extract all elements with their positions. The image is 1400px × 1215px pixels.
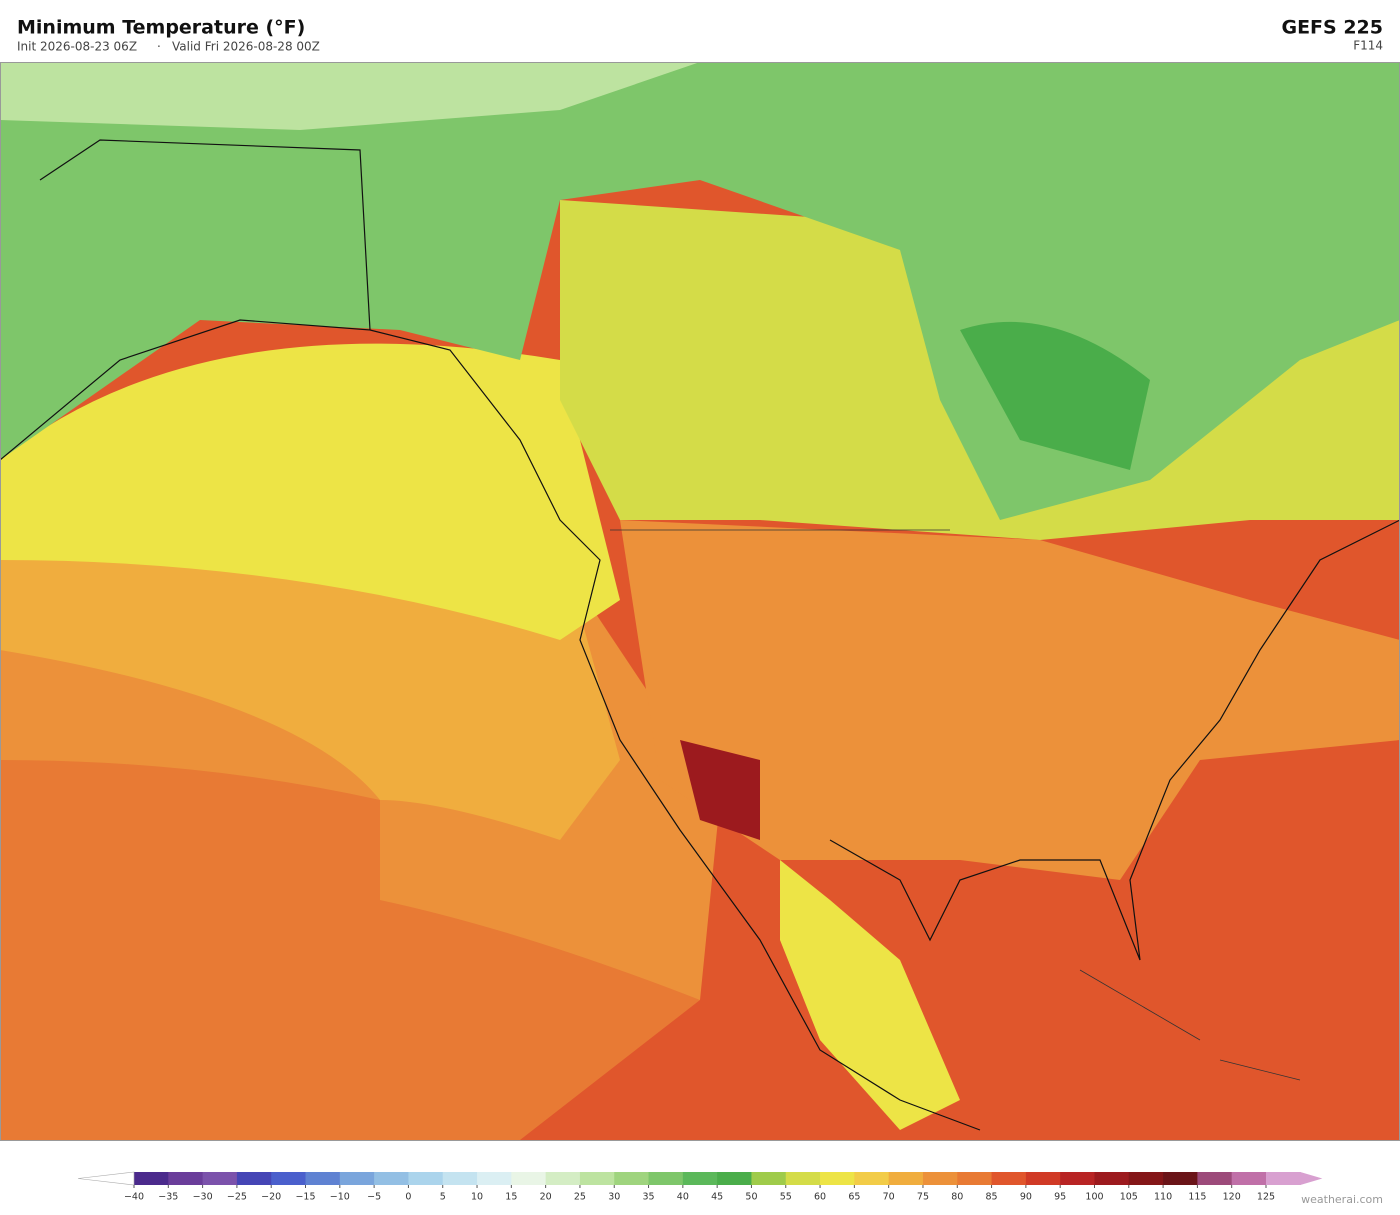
- map-field: [0, 62, 700, 130]
- colorbar-swatch: [1231, 1172, 1267, 1185]
- colorbar-tick-label: 25: [574, 1192, 586, 1203]
- map: [0, 62, 1400, 1141]
- map-field: [620, 520, 1400, 880]
- colorbar-swatch: [477, 1172, 512, 1185]
- colorbar-tick-label: 60: [814, 1192, 826, 1203]
- colorbar-tick-label: −35: [158, 1192, 178, 1203]
- forecast-hour: F114: [1353, 39, 1383, 53]
- colorbar-tick-label: 5: [440, 1192, 446, 1203]
- colorbar-tick-label: 15: [505, 1192, 517, 1203]
- colorbar-tick-label: 30: [608, 1192, 620, 1203]
- colorbar-tick-label: −40: [124, 1192, 144, 1203]
- colorbar-tick-label: −25: [227, 1192, 247, 1203]
- colorbar-swatch: [374, 1172, 409, 1185]
- border: [610, 529, 1301, 1081]
- colorbar-tick-label: −15: [295, 1192, 315, 1203]
- colorbar-tick-label: 35: [642, 1192, 654, 1203]
- colorbar-tick-label: 65: [848, 1192, 860, 1203]
- colorbar-tick-label: 0: [405, 1192, 411, 1203]
- colorbar-extend-low: [77, 1171, 135, 1186]
- colorbar-swatch: [408, 1172, 444, 1185]
- colorbar-swatch: [1094, 1172, 1130, 1185]
- map-field: [780, 860, 960, 1130]
- colorbar-tick-label: −10: [330, 1192, 350, 1203]
- colorbar-swatch: [511, 1172, 547, 1185]
- watermark: weatherai.com: [1301, 1193, 1383, 1206]
- colorbar-swatch: [854, 1172, 890, 1185]
- colorbar-swatch: [717, 1172, 752, 1185]
- colorbar-tick-label: 90: [1020, 1192, 1032, 1203]
- valid-time: Valid Fri 2026-08-28 00Z: [172, 40, 320, 54]
- colorbar-extend-high: [1300, 1172, 1323, 1185]
- colorbar-tick-label: 115: [1188, 1192, 1206, 1203]
- colorbar-swatch: [134, 1172, 169, 1185]
- colorbar-swatch: [922, 1172, 958, 1185]
- colorbar-swatch: [1197, 1172, 1233, 1185]
- colorbar-swatch: [991, 1172, 1027, 1185]
- colorbar-swatch: [1266, 1172, 1301, 1185]
- init-time: Init 2026-08-23 06Z: [17, 40, 137, 54]
- colorbar-tick-label: −30: [193, 1192, 213, 1203]
- colorbar-tick-label: 85: [986, 1192, 998, 1203]
- colorbar-tick-label: 120: [1223, 1192, 1241, 1203]
- colorbar-swatch: [1128, 1172, 1164, 1185]
- colorbar-tick-label: 50: [745, 1192, 757, 1203]
- colorbar-swatch: [785, 1172, 821, 1185]
- colorbar-tick-label: 70: [883, 1192, 895, 1203]
- colorbar-tick-label: 110: [1154, 1192, 1172, 1203]
- coastline: [0, 139, 1400, 1131]
- colorbar-swatch: [1163, 1172, 1198, 1185]
- colorbar-swatch: [648, 1172, 684, 1185]
- model: GEFS 225: [1281, 17, 1383, 39]
- colorbar-swatch: [614, 1172, 650, 1185]
- colorbar: −40 −35 −30 −25 −20 −15 −10 −5 0 5 10 15 20 25 30 35 40 4…: [77, 1171, 1323, 1203]
- colorbar-tick-label: 75: [917, 1192, 929, 1203]
- colorbar-tick-label: 40: [677, 1192, 689, 1203]
- map-field: [0, 343, 620, 640]
- colorbar-swatch: [1060, 1172, 1095, 1185]
- colorbar-swatch: [442, 1172, 478, 1185]
- colorbar-swatch: [957, 1172, 993, 1185]
- colorbar-tick-label: 125: [1257, 1192, 1275, 1203]
- colorbar-tick-label: 80: [951, 1192, 963, 1203]
- colorbar-tick-label: 20: [540, 1192, 552, 1203]
- colorbar-tick-label: −5: [367, 1192, 381, 1203]
- colorbar-swatch: [820, 1172, 855, 1185]
- map-field: [680, 740, 760, 840]
- colorbar-swatch: [202, 1172, 238, 1185]
- colorbar-tick-label: 10: [471, 1192, 483, 1203]
- colorbar-tick-label: 55: [780, 1192, 792, 1203]
- title: Minimum Temperature (°F): [17, 17, 305, 39]
- colorbar-swatch: [305, 1172, 341, 1185]
- colorbar-swatch: [888, 1172, 924, 1185]
- separator: ·: [157, 40, 161, 54]
- colorbar-swatch: [339, 1172, 375, 1185]
- colorbar-swatch: [545, 1172, 581, 1185]
- colorbar-swatch: [168, 1172, 204, 1185]
- colorbar-swatch: [236, 1172, 272, 1185]
- colorbar-tick-label: 105: [1120, 1192, 1138, 1203]
- colorbar-swatch: [682, 1172, 718, 1185]
- map-field: [960, 321, 1150, 470]
- colorbar-swatch: [751, 1172, 787, 1185]
- colorbar-swatch: [1025, 1172, 1061, 1185]
- colorbar-tick-label: 95: [1054, 1192, 1066, 1203]
- colorbar-tick-label: −20: [261, 1192, 281, 1203]
- colorbar-swatch: [579, 1172, 615, 1185]
- colorbar-tick-label: 45: [711, 1192, 723, 1203]
- colorbar-swatch: [271, 1172, 307, 1185]
- colorbar-tick-label: 100: [1085, 1192, 1103, 1203]
